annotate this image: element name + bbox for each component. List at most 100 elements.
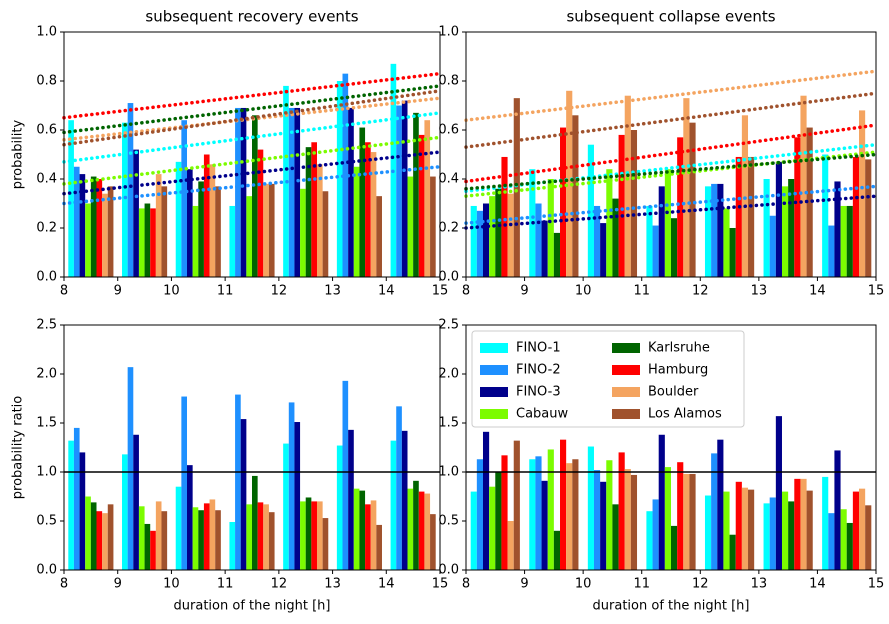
bar [246, 504, 252, 570]
bar [73, 427, 80, 570]
bar [144, 523, 151, 570]
bar [359, 127, 366, 277]
x-tick-label: 12 [271, 284, 288, 299]
bar [430, 514, 436, 570]
bar [476, 459, 483, 570]
y-tick-label: 0.6 [36, 123, 57, 138]
trend-line [464, 194, 878, 230]
x-tick-label: 13 [324, 284, 341, 299]
bar [96, 511, 103, 570]
bar [288, 107, 295, 277]
bar [181, 396, 188, 570]
x-tick-label: 10 [163, 284, 180, 299]
bar [107, 504, 114, 570]
bar [365, 504, 371, 570]
bar [748, 489, 755, 570]
bar [735, 156, 742, 277]
bar [305, 147, 312, 277]
bar [413, 480, 419, 570]
bar [209, 164, 216, 277]
bar [800, 478, 807, 570]
bar [711, 183, 718, 277]
legend-swatch [612, 365, 640, 375]
bar [175, 486, 182, 570]
bar [689, 473, 696, 570]
bar [535, 456, 542, 570]
x-tick-label: 9 [114, 577, 122, 592]
bar [370, 500, 377, 570]
bar [846, 205, 853, 277]
bar [704, 495, 712, 570]
trend-line [62, 89, 442, 147]
trend-line [62, 71, 442, 120]
bar [630, 130, 638, 277]
bar [683, 473, 690, 570]
x-tick-label: 8 [60, 284, 68, 299]
x-tick-label: 9 [520, 284, 528, 299]
axes-frame [465, 324, 877, 571]
bar [424, 493, 431, 570]
bar [122, 122, 128, 278]
bar [102, 193, 108, 277]
bar [781, 186, 789, 277]
bar [85, 496, 91, 570]
x-tick-label: 9 [114, 284, 122, 299]
legend-label: Hamburg [648, 363, 708, 378]
bar [800, 95, 807, 277]
y-tick-label: 0.4 [438, 172, 459, 187]
bar [600, 223, 607, 277]
y-tick-label: 1.0 [36, 465, 57, 480]
bar [723, 208, 730, 277]
y-tick-label: 0.2 [36, 221, 57, 236]
trend-line [464, 123, 878, 184]
bar [322, 191, 329, 277]
bar [572, 115, 579, 277]
bar [311, 501, 317, 570]
bar [192, 205, 199, 277]
legend-swatch [480, 387, 508, 397]
bar [252, 115, 258, 277]
y-tick-label: 0.8 [36, 74, 57, 89]
x-tick-label: 15 [432, 284, 449, 299]
bar [407, 488, 414, 570]
legend-label: Boulder [648, 385, 699, 400]
legend-swatch [480, 409, 508, 419]
bar [418, 491, 425, 570]
legend-label: FINO-2 [516, 363, 561, 378]
bar [300, 501, 306, 570]
bar [828, 225, 835, 277]
bar [671, 525, 678, 570]
legend-swatch [480, 365, 508, 375]
bar [229, 205, 236, 277]
bar [198, 510, 204, 570]
bar [215, 510, 221, 570]
y-tick-label: 0.5 [438, 514, 459, 529]
bar [283, 443, 289, 570]
x-tick-label: 12 [692, 577, 709, 592]
bar [311, 142, 317, 277]
bar [90, 176, 97, 277]
bar [430, 176, 436, 277]
bar [150, 208, 156, 277]
x-tick-label: 11 [633, 284, 650, 299]
bar [181, 120, 188, 277]
bar [470, 491, 477, 570]
legend-label: Los Alamos [648, 407, 722, 422]
bar [828, 513, 835, 570]
bar [240, 419, 247, 570]
bar [600, 481, 607, 570]
bar [187, 169, 193, 277]
panel: subsequent recovery events probability 0.0… [11, 8, 449, 299]
bar [624, 469, 631, 570]
bar [664, 467, 671, 570]
bar [852, 156, 860, 277]
x-tick-label: 15 [868, 577, 885, 592]
bar [390, 440, 397, 570]
bar [85, 203, 91, 277]
bar [203, 503, 210, 570]
bar [606, 169, 613, 277]
y-tick-label: 0.5 [36, 514, 57, 529]
y-tick-label: 1.0 [36, 25, 57, 40]
bar [257, 502, 264, 570]
bar [336, 445, 343, 570]
